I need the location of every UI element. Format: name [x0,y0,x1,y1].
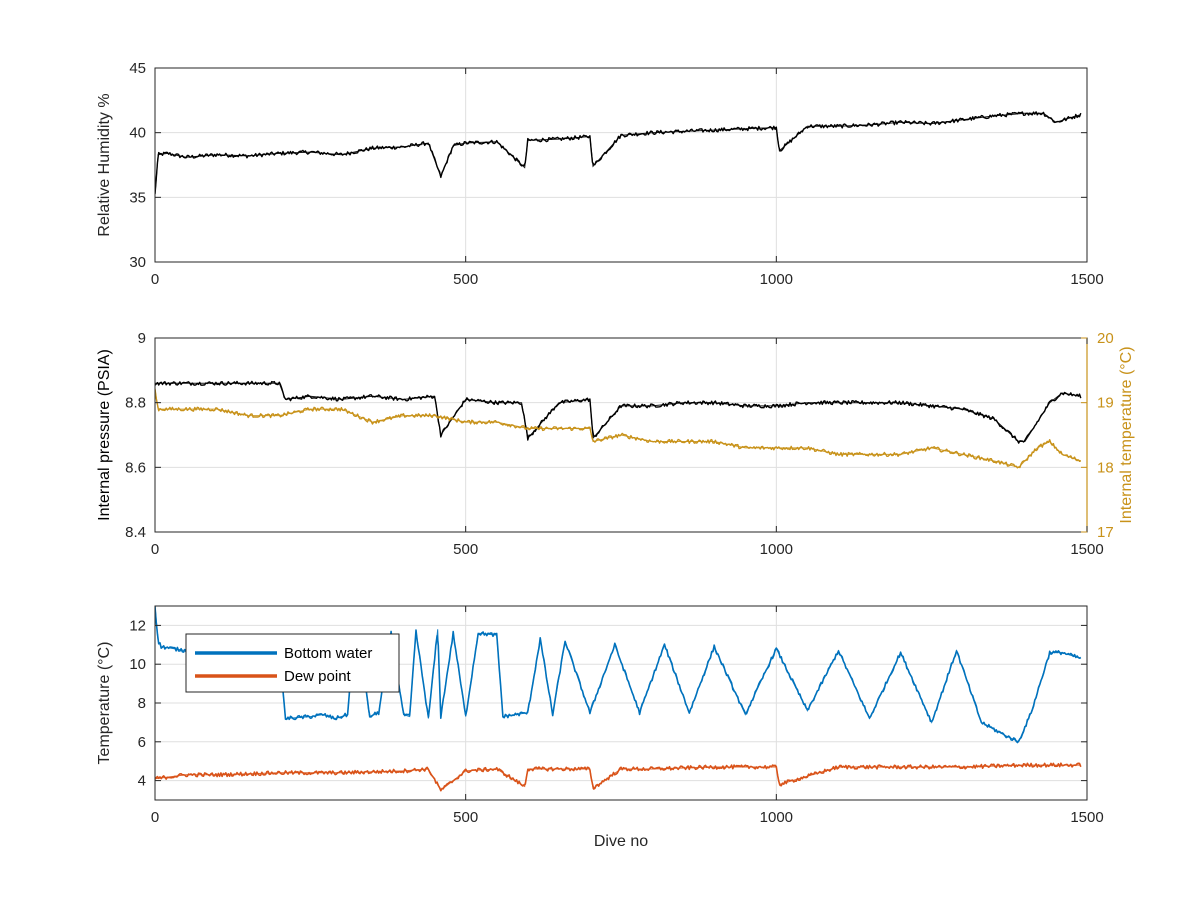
x-tick-label: 1000 [760,541,793,558]
x-tick-label: 0 [151,809,159,826]
y-tick-label: 6 [138,734,146,751]
y-right-tick-label: 17 [1097,524,1114,541]
series-spikes-2 [155,389,1081,468]
series-spikes-2 [155,764,1081,792]
grid [154,606,1088,800]
y-axis-label: Relative Humidity % [96,93,113,236]
x-tick-label: 1500 [1070,541,1103,558]
series-spikes-1 [155,112,1081,195]
y-axis-label: Internal pressure (PSIA) [96,349,113,521]
x-tick-label: 1000 [760,271,793,288]
legend: Bottom water Dew point [185,633,400,693]
y-tick-label: 8 [138,695,146,712]
series-line-1 [155,111,1082,195]
y-tick-label: 30 [129,254,146,271]
x-tick-label: 500 [453,541,478,558]
legend-label: Bottom water [284,645,372,662]
plot-area [155,68,1087,262]
legend-box [185,633,400,693]
series-spikes-1 [155,382,1081,442]
x-axis-label: Dive no [594,833,648,850]
y-right-tick-label: 19 [1097,395,1114,412]
x-tick-label: 500 [453,809,478,826]
y-tick-label: 8.6 [125,459,146,476]
axes-box [154,67,1088,263]
x-tick-label: 1500 [1070,809,1103,826]
y-tick-label: 10 [129,656,146,673]
x-tick-label: 1000 [760,809,793,826]
y-tick-label: 8.4 [125,524,146,541]
y-tick-label: 35 [129,189,146,206]
x-tick-label: 500 [453,271,478,288]
y-tick-label: 40 [129,125,146,142]
series-group [155,380,1082,469]
chart-panel-3: 0 500 1000 1500 4 6 8 10 12 Temperature (°C) Dive … [96,605,1104,850]
x-tick-label: 0 [151,271,159,288]
y-right-axis-label: Internal temperature (°C) [1118,346,1135,523]
y-tick-label: 8.8 [125,395,146,412]
x-tick-label: 0 [151,541,159,558]
series-group [155,606,1082,792]
y-tick-label: 45 [129,60,146,77]
series-group [155,111,1082,195]
x-tick-label: 1500 [1070,271,1103,288]
y-tick-label: 4 [138,773,146,790]
y-tick-label: 9 [138,330,146,347]
y-right-tick-label: 20 [1097,330,1114,347]
chart-panel-1: 0 500 1000 1500 30 35 40 45 Relative Humidity % [96,60,1104,288]
legend-label: Dew point [284,668,352,685]
y-tick-label: 12 [129,617,146,634]
y-axis-label: Temperature (°C) [96,642,113,765]
series-spikes-1 [155,606,1081,743]
y-right-tick-label: 18 [1097,459,1114,476]
